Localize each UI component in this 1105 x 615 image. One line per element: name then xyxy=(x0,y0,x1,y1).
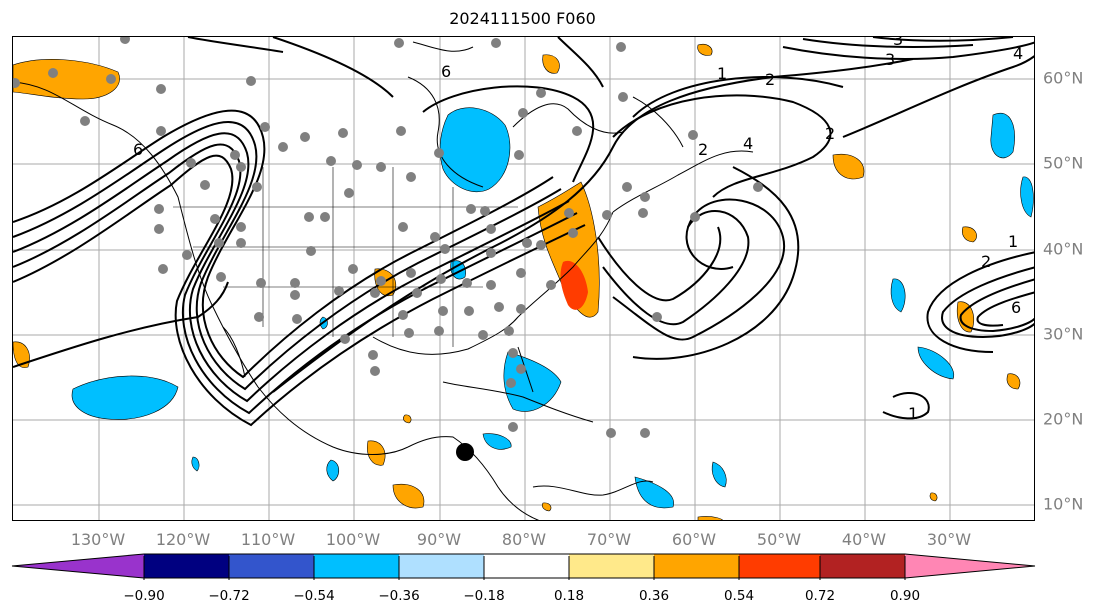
colorbar-segment xyxy=(314,554,399,578)
colorbar-tick-label: −0.90 xyxy=(123,588,165,604)
latitude-label: 20°N xyxy=(1043,409,1084,429)
contour-label: 2 xyxy=(825,124,835,143)
colorbar xyxy=(11,553,1036,580)
colorbar-extend-low xyxy=(12,554,144,578)
contour-label-group: 6 1 2 2 4 2 3 4 3 6 1 2 6 1 xyxy=(133,37,1023,423)
colorbar-segment xyxy=(569,554,654,578)
colorbar-tick-label: 0.90 xyxy=(889,588,921,604)
colorbar-tick-label: −0.18 xyxy=(463,588,505,604)
negative-shading xyxy=(71,107,1034,509)
latitude-label: 30°N xyxy=(1043,324,1084,344)
map-title: 2024111500 F060 xyxy=(449,9,596,28)
contour-label: 1 xyxy=(717,64,727,83)
colorbar-tick-label: 0.18 xyxy=(553,588,585,604)
colorbar-segments xyxy=(12,554,1035,578)
map-svg: 6 1 2 2 4 2 3 4 3 6 1 2 6 1 xyxy=(13,37,1034,520)
contour-label: 6 xyxy=(1011,298,1021,317)
contour-label: 3 xyxy=(893,37,903,49)
colorbar-ticks xyxy=(143,556,906,580)
latitude-label: 60°N xyxy=(1043,68,1084,88)
gridlines xyxy=(13,37,1034,520)
contour-label: 2 xyxy=(698,140,708,159)
contour-label: 6 xyxy=(133,140,143,159)
positive-shading xyxy=(13,44,1021,520)
latitude-label: 10°N xyxy=(1043,494,1084,514)
target-marker xyxy=(456,443,474,461)
longitude-label: 90°W xyxy=(416,530,462,549)
colorbar-segment xyxy=(739,554,820,578)
contour-label: 1 xyxy=(1008,232,1018,251)
latitude-label: 40°N xyxy=(1043,239,1084,259)
colorbar-tick-label: −0.72 xyxy=(208,588,250,604)
map-panel: 6 1 2 2 4 2 3 4 3 6 1 2 6 1 xyxy=(12,36,1035,521)
longitude-label: 30°W xyxy=(926,530,972,549)
colorbar-tick-label: −0.54 xyxy=(293,588,335,604)
contour-label: 6 xyxy=(441,62,451,81)
longitude-label: 80°W xyxy=(501,530,547,549)
coastlines xyxy=(13,41,754,520)
colorbar-tick-label: 0.36 xyxy=(638,588,670,604)
longitude-label: 70°W xyxy=(586,530,632,549)
colorbar-tick-label: −0.36 xyxy=(378,588,420,604)
longitude-label: 50°W xyxy=(756,530,802,549)
longitude-label: 130°W xyxy=(70,530,126,549)
longitude-label: 40°W xyxy=(841,530,887,549)
colorbar-tick-label: 0.72 xyxy=(804,588,836,604)
longitude-label: 60°W xyxy=(671,530,717,549)
colorbar-segment xyxy=(144,554,229,578)
station-markers xyxy=(13,37,763,438)
contour-label: 1 xyxy=(908,404,918,423)
colorbar-tick-label: 0.54 xyxy=(723,588,755,604)
contour-label: 3 xyxy=(885,50,895,69)
colorbar-segment xyxy=(399,554,484,578)
contours xyxy=(13,37,1034,427)
contour-label: 2 xyxy=(981,252,991,271)
colorbar-segment xyxy=(229,554,314,578)
colorbar-segment xyxy=(820,554,905,578)
contour-label: 4 xyxy=(743,134,753,153)
colorbar-segment xyxy=(484,554,569,578)
longitude-label: 110°W xyxy=(240,530,296,549)
latitude-label: 50°N xyxy=(1043,153,1084,173)
longitude-label: 100°W xyxy=(325,530,381,549)
contour-label: 2 xyxy=(765,70,775,89)
longitude-label: 120°W xyxy=(155,530,211,549)
contour-label: 4 xyxy=(1013,44,1023,63)
colorbar-segment xyxy=(654,554,739,578)
colorbar-extend-high xyxy=(905,554,1035,578)
